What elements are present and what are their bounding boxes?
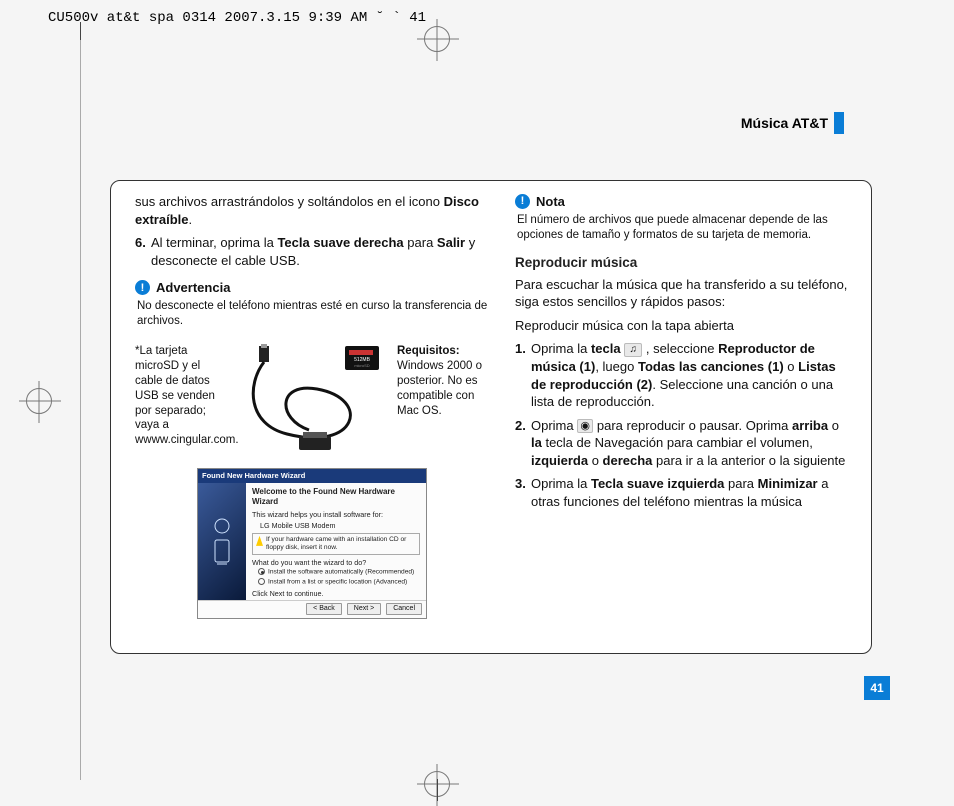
content-frame: sus archivos arrastrándolos y soltándolo… (110, 180, 872, 654)
svg-text:microSD: microSD (354, 363, 369, 368)
section-title-text: Música AT&T (741, 115, 828, 131)
wizard-hint-box: If your hardware came with an installati… (252, 533, 420, 555)
trim-mark (80, 22, 81, 40)
usb-figure-row: *La tarjeta microSD y el cable de datos … (135, 344, 489, 454)
right-column: ! Nota El número de archivos que puede a… (515, 193, 853, 639)
note-heading: ! Nota (515, 193, 853, 211)
section-title: Música AT&T (741, 112, 844, 134)
wizard-sidebar-art (198, 483, 246, 600)
wizard-titlebar: Found New Hardware Wizard (198, 469, 426, 483)
imprint-header: CU500v at&t spa 0314 2007.3.15 9:39 AM ˘… (48, 10, 426, 26)
play-music-intro: Para escuchar la música que ha transferi… (515, 276, 853, 311)
wizard-cancel-button: Cancel (386, 603, 422, 614)
play-music-heading: Reproducir música (515, 254, 853, 272)
exclamation-icon: ! (515, 194, 530, 209)
page-number: 41 (864, 676, 890, 700)
swirl-key-icon: ◉ (577, 419, 593, 433)
play-step-1: 1. Oprima la tecla ♫ , seleccione Reprod… (515, 340, 853, 410)
requirements-note: Requisitos: Windows 2000 o posterior. No… (397, 344, 489, 419)
registration-mark-icon (424, 26, 450, 52)
warning-triangle-icon (256, 536, 263, 546)
exclamation-icon: ! (135, 280, 150, 295)
hardware-wizard-screenshot: Found New Hardware Wizard Welcome to the… (197, 468, 427, 619)
note-body: El número de archivos que puede almacena… (515, 213, 853, 244)
trim-mark (437, 779, 438, 801)
step-6: 6. Al terminar, oprima la Tecla suave de… (135, 234, 489, 269)
section-title-tab (834, 112, 844, 134)
wizard-option-manual: Install from a list or specific location… (258, 578, 420, 586)
play-music-sub: Reproducir música con la tapa abierta (515, 317, 853, 335)
wizard-back-button: < Back (306, 603, 342, 614)
registration-mark-icon (26, 388, 52, 414)
wizard-next-button: Next > (347, 603, 381, 614)
wizard-option-auto: Install the software automatically (Reco… (258, 568, 420, 576)
page-edge-line (80, 40, 81, 780)
usb-cable-illustration: 512MB microSD (237, 344, 387, 454)
radio-icon (258, 568, 265, 575)
wizard-main-panel: Welcome to the Found New Hardware Wizard… (246, 483, 426, 600)
music-note-icon: ♫ (624, 343, 642, 357)
play-step-2: 2. Oprima ◉ para reproducir o pausar. Op… (515, 417, 853, 470)
warning-heading: ! Advertencia (135, 279, 489, 297)
left-column: sus archivos arrastrándolos y soltándolo… (135, 193, 489, 639)
wizard-buttons: < Back Next > Cancel (198, 600, 426, 617)
intro-line: sus archivos arrastrándolos y soltándolo… (135, 193, 489, 228)
microsd-note: *La tarjeta microSD y el cable de datos … (135, 344, 227, 449)
play-step-3: 3. Oprima la Tecla suave izquierda para … (515, 475, 853, 510)
radio-icon (258, 578, 265, 585)
warning-body: No desconecte el teléfono mientras esté … (135, 299, 489, 330)
